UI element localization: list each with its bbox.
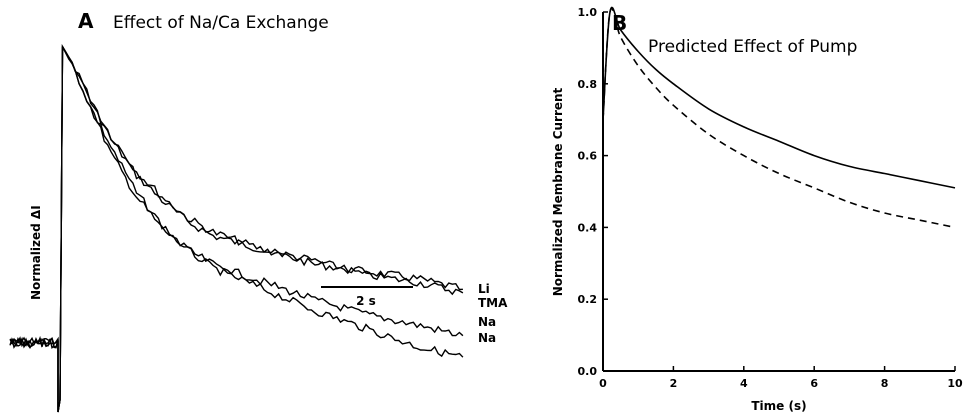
panel-a: A Effect of Na/Ca Exchange Normalized ΔI…	[9, 9, 508, 413]
x-tick-label: 0	[599, 377, 607, 390]
x-tick-label: 4	[740, 377, 748, 390]
panel-a-traces	[9, 44, 464, 413]
scale-bar-label: 2 s	[356, 294, 376, 308]
trace-na-3	[9, 46, 464, 413]
trace-label-tma-1: TMA	[478, 296, 508, 310]
panel-b-solid-line	[602, 6, 956, 189]
panel-a-title: Effect of Na/Ca Exchange	[113, 13, 329, 33]
panel-b: B Predicted Effect of Pump 0 2 4 6 8 10 0.00.…	[551, 6, 963, 413]
panel-b-letter: B	[612, 11, 627, 35]
y-tick-label: 0.8	[578, 78, 598, 91]
panel-a-letter: A	[78, 9, 94, 33]
panel-b-xlabel: Time (s)	[751, 399, 806, 413]
panel-b-title: Predicted Effect of Pump	[648, 37, 857, 57]
trace-li-0	[9, 44, 463, 413]
y-tick-label: 0.2	[578, 293, 598, 306]
y-tick-label: 0.0	[578, 365, 598, 378]
panel-b-ylabel: Normalized Membrane Current	[551, 87, 565, 296]
panel-b-dashed-line	[602, 7, 956, 229]
y-tick-label: 0.6	[578, 150, 598, 163]
x-tick-label: 2	[670, 377, 678, 390]
trace-label-li-0: Li	[478, 282, 490, 296]
x-tick-label: 8	[881, 377, 889, 390]
x-tick-label: 6	[810, 377, 818, 390]
y-tick-label: 1.0	[578, 6, 598, 19]
trace-label-na-3: Na	[478, 331, 496, 345]
panel-b-y-ticks: 0.0 0.2 0.4 0.6 0.8 1.0	[578, 6, 608, 378]
panel-b-lines	[602, 6, 956, 229]
panel-b-x-ticks: 0 2 4 6 8 10	[599, 366, 963, 390]
x-tick-label: 10	[947, 377, 963, 390]
panel-a-ylabel: Normalized ΔI	[29, 205, 43, 300]
trace-na-2	[9, 46, 464, 413]
trace-tma-1	[9, 44, 464, 413]
trace-label-na-2: Na	[478, 315, 496, 329]
y-tick-label: 0.4	[578, 221, 598, 234]
